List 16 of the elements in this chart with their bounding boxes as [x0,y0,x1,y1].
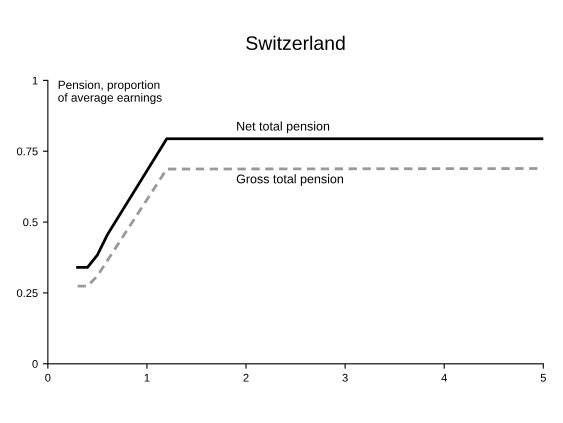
y-axis-title: Pension, proportion of average earnings [58,80,162,104]
x-tick-label: 4 [441,374,447,382]
y-tick-label: 1 [32,76,38,84]
y-tick-label: 0.75 [16,147,38,156]
x-tick-label: 3 [342,374,348,382]
y-tick-label: 0.25 [16,289,38,298]
x-tick-label: 5 [540,374,546,382]
x-tick-label: 1 [144,374,150,382]
series-label: Net total pension [237,121,330,134]
series-label: Gross total pension [236,174,344,186]
x-tick-label: 2 [244,374,249,382]
y-tick-label: 0.5 [23,218,38,226]
line-series [76,137,544,269]
chart-title: Switzerland [246,36,345,50]
x-tick-label: 0 [45,374,51,382]
y-tick-label: 0 [32,360,38,368]
